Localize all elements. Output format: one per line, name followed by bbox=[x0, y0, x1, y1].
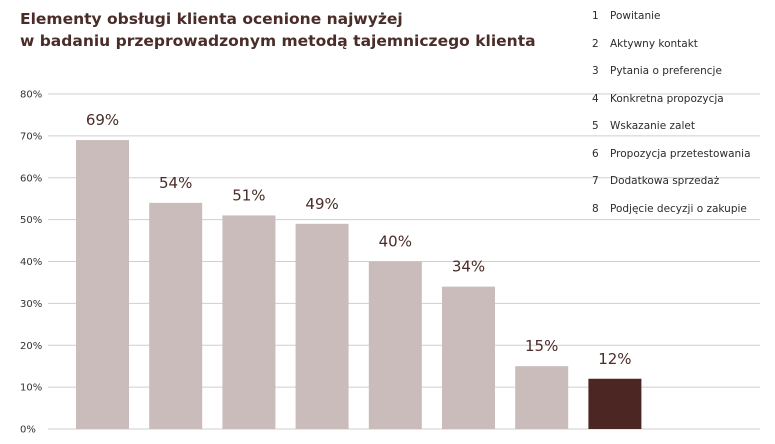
legend-item-label: Pytania o preferencje bbox=[610, 65, 722, 77]
data-label-4: 49% bbox=[305, 195, 338, 213]
legend-item-number: 4 bbox=[592, 92, 599, 105]
y-tick-label: 40% bbox=[20, 257, 42, 268]
y-tick-label: 0% bbox=[20, 425, 36, 436]
legend-item-label: Propozycja przetestowania bbox=[610, 147, 751, 160]
legend-item-number: 3 bbox=[592, 65, 599, 77]
legend-item-number: 1 bbox=[592, 10, 599, 22]
legend-item-number: 8 bbox=[592, 202, 599, 215]
y-tick-label: 80% bbox=[20, 90, 42, 101]
bar-6 bbox=[442, 286, 495, 429]
bar-5 bbox=[368, 261, 422, 429]
legend-item: 1 Powitanie bbox=[592, 9, 751, 37]
legend-item: 8 Podjęcie decyzji o zakupie bbox=[592, 202, 751, 230]
legend-item: 5 Wskazanie zalet bbox=[592, 119, 751, 147]
legend-item-label: Powitanie bbox=[610, 10, 661, 22]
bar-1 bbox=[76, 140, 129, 429]
chart-title-line-1: Elementy obsługi klienta ocenione najwyż… bbox=[20, 10, 403, 28]
bar-8 bbox=[588, 378, 642, 429]
y-tick-label: 10% bbox=[20, 383, 42, 394]
legend-item-number: 5 bbox=[592, 120, 599, 132]
bar-4 bbox=[295, 223, 349, 429]
y-tick-label: 30% bbox=[20, 299, 42, 310]
legend-item-label: Wskazanie zalet bbox=[610, 120, 695, 132]
y-tick-label: 70% bbox=[20, 131, 42, 142]
y-tick-label: 20% bbox=[20, 341, 42, 352]
bar-2 bbox=[149, 202, 203, 429]
data-label-2: 54% bbox=[159, 174, 192, 192]
legend-item-label: Dodatkowa sprzedaż bbox=[610, 175, 720, 187]
data-label-1: 69% bbox=[86, 111, 119, 129]
data-label-6: 34% bbox=[452, 258, 485, 276]
legend-item: 2 Aktywny kontakt bbox=[592, 37, 751, 65]
legend-item-number: 2 bbox=[592, 37, 599, 50]
legend-item: 6 Propozycja przetestowania bbox=[592, 147, 751, 175]
data-label-3: 51% bbox=[232, 186, 265, 204]
data-label-5: 40% bbox=[379, 233, 412, 251]
legend-item-number: 7 bbox=[592, 175, 599, 187]
y-tick-label: 50% bbox=[20, 215, 42, 226]
legend-item-label: Konkretna propozycja bbox=[610, 92, 724, 105]
legend-item-number: 6 bbox=[592, 147, 599, 160]
legend-item: 3 Pytania o preferencje bbox=[592, 64, 751, 92]
legend: 1 Powitanie 2 Aktywny kontakt 3 Pytania o pre… bbox=[592, 9, 751, 229]
legend-item-label: Aktywny kontakt bbox=[610, 37, 698, 50]
data-label-7: 15% bbox=[525, 337, 558, 355]
data-label-8: 12% bbox=[598, 350, 631, 368]
bar-3 bbox=[222, 215, 276, 429]
y-tick-label: 60% bbox=[20, 173, 42, 184]
chart-title: Elementy obsługi klienta ocenione najwyż… bbox=[20, 8, 536, 52]
legend-item: 7 Dodatkowa sprzedaż bbox=[592, 174, 751, 202]
legend-item-label: Podjęcie decyzji o zakupie bbox=[610, 202, 747, 215]
chart-title-line-2: w badaniu przeprowadzonym metodą tajemni… bbox=[20, 32, 536, 50]
legend-item: 4 Konkretna propozycja bbox=[592, 92, 751, 120]
bar-7 bbox=[515, 366, 569, 429]
